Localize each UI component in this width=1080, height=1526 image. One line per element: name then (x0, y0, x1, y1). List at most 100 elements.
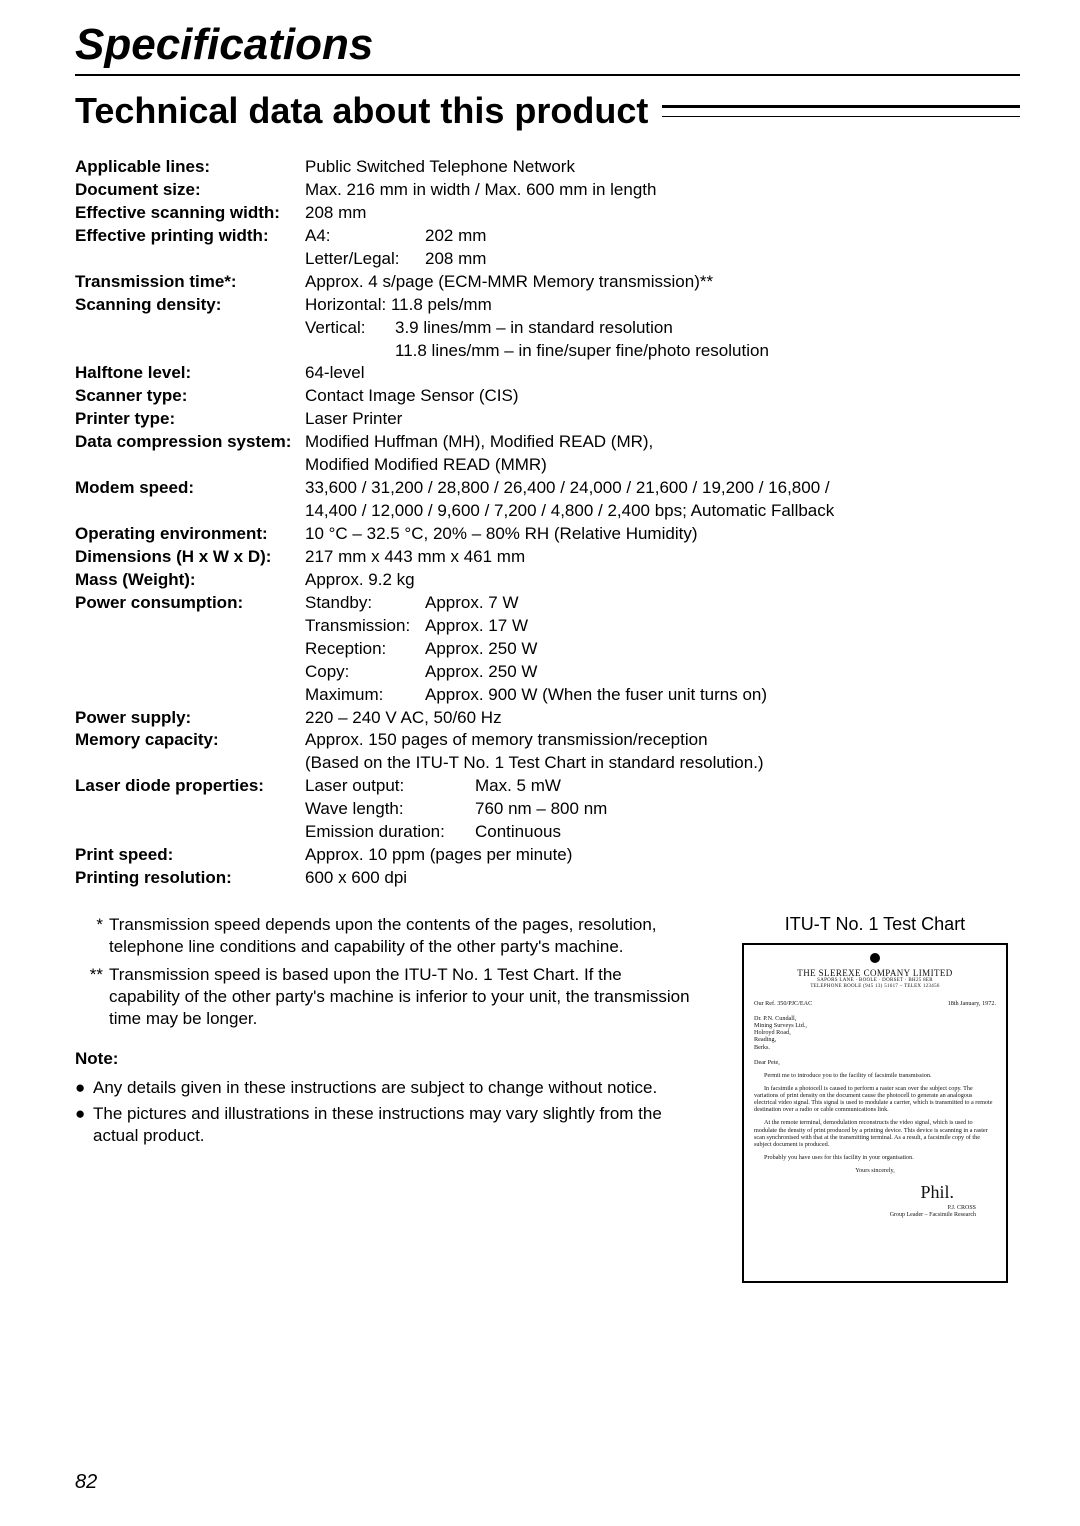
value-compression-2: Modified Modified READ (MMR) (305, 454, 1020, 477)
value-scan-horiz: Horizontal: 11.8 pels/mm (305, 294, 1020, 317)
value-memory-1: Approx. 150 pages of memory transmission… (305, 729, 1020, 752)
value-laser-output: Max. 5 mW (475, 775, 561, 798)
bullet-icon: ● (75, 1103, 93, 1147)
footnote-star-1: * (75, 914, 109, 958)
label-transmission-time: Transmission time*: (75, 271, 305, 294)
dot-icon (870, 953, 880, 963)
label-scanner-type: Scanner type: (75, 385, 305, 408)
label-laser: Laser diode properties: (75, 775, 305, 798)
value-transmission-time: Approx. 4 s/page (ECM-MMR Memory transmi… (305, 271, 1020, 294)
subtitle: Technical data about this product (75, 90, 648, 132)
value-modem-1: 33,600 / 31,200 / 28,800 / 26,400 / 24,0… (305, 477, 1020, 500)
value-print-speed: Approx. 10 ppm (pages per minute) (305, 844, 1020, 867)
chart-p1: Permit me to introduce you to the facili… (754, 1072, 996, 1079)
page-title: Specifications (75, 20, 1020, 70)
chart-company: THE SLEREXE COMPANY LIMITED (754, 968, 996, 978)
specs-table: Applicable lines:Public Switched Telepho… (75, 156, 1020, 890)
value-power-supply: 220 – 240 V AC, 50/60 Hz (305, 707, 1020, 730)
chart-to2: Mining Surveys Ltd., (754, 1022, 996, 1029)
subtitle-wrap: Technical data about this product (75, 90, 1020, 132)
bullet-icon: ● (75, 1077, 93, 1099)
label-letter-legal: Letter/Legal: (305, 248, 425, 271)
page-number: 82 (75, 1471, 97, 1494)
label-maximum: Maximum: (305, 684, 425, 707)
label-reception: Reception: (305, 638, 425, 661)
value-standby: Approx. 7 W (425, 592, 519, 615)
label-printer-type: Printer type: (75, 408, 305, 431)
label-standby: Standby: (305, 592, 425, 615)
test-chart-image: THE SLEREXE COMPANY LIMITED SAPORS LANE … (742, 943, 1008, 1283)
chart-p2: In facsimile a photocell is caused to pe… (754, 1085, 996, 1114)
label-document-size: Document size: (75, 179, 305, 202)
chart-to1: Dr. P.N. Cundall, (754, 1015, 996, 1022)
footnote-2: Transmission speed is based upon the ITU… (109, 964, 694, 1030)
label-power-cons: Power consumption: (75, 592, 305, 615)
chart-to4: Reading, (754, 1036, 996, 1043)
value-a4: 202 mm (425, 225, 486, 248)
label-applicable-lines: Applicable lines: (75, 156, 305, 179)
value-maximum: Approx. 900 W (When the fuser unit turns… (425, 684, 767, 707)
chart-sig-name: P.J. CROSS (947, 1205, 976, 1211)
chart-sig-title: Group Leader – Facsimile Research (890, 1212, 976, 1218)
footnote-star-2: ** (75, 964, 109, 1030)
chart-ref: Our Ref. 350/PJC/EAC (754, 1000, 812, 1007)
label-vertical: Vertical: (305, 317, 395, 340)
value-printer-type: Laser Printer (305, 408, 1020, 431)
value-document-size: Max. 216 mm in width / Max. 600 mm in le… (305, 179, 1020, 202)
chart-to5: Berks. (754, 1044, 996, 1051)
note-bullet-2: The pictures and illustrations in these … (93, 1103, 694, 1147)
label-memory-cap: Memory capacity: (75, 729, 305, 752)
value-applicable-lines: Public Switched Telephone Network (305, 156, 1020, 179)
note-bullet-1: Any details given in these instructions … (93, 1077, 694, 1099)
label-eff-print-width: Effective printing width: (75, 225, 305, 248)
label-transmission: Transmission: (305, 615, 425, 638)
value-modem-2: 14,400 / 12,000 / 9,600 / 7,200 / 4,800 … (305, 500, 1020, 523)
value-dimensions: 217 mm x 443 mm x 461 mm (305, 546, 1020, 569)
label-eff-scan-width: Effective scanning width: (75, 202, 305, 225)
chart-addr2: TELEPHONE BOOLE (945 13) 51617 – TELEX 1… (754, 984, 996, 990)
value-vertical-2: 11.8 lines/mm – in fine/super fine/photo… (395, 340, 769, 363)
chart-signature: Phil. (920, 1182, 954, 1202)
chart-p4: Probably you have uses for this facility… (754, 1154, 996, 1161)
value-letter-legal: 208 mm (425, 248, 486, 271)
label-mass: Mass (Weight): (75, 569, 305, 592)
label-print-res: Printing resolution: (75, 867, 305, 890)
label-emission: Emission duration: (305, 821, 475, 844)
label-wave-length: Wave length: (305, 798, 475, 821)
value-compression-1: Modified Huffman (MH), Modified READ (MR… (305, 431, 1020, 454)
label-laser-output: Laser output: (305, 775, 475, 798)
note-heading: Note: (75, 1048, 694, 1070)
title-rule (75, 74, 1020, 76)
label-dimensions: Dimensions (H x W x D): (75, 546, 305, 569)
value-emission: Continuous (475, 821, 561, 844)
chart-date: 18th January, 1972. (948, 1000, 996, 1007)
value-mass: Approx. 9.2 kg (305, 569, 1020, 592)
label-scanning-density: Scanning density: (75, 294, 305, 317)
label-copy: Copy: (305, 661, 425, 684)
label-modem-speed: Modem speed: (75, 477, 305, 500)
chart-close: Yours sincerely, (754, 1167, 996, 1174)
value-op-env: 10 °C – 32.5 °C, 20% – 80% RH (Relative … (305, 523, 1020, 546)
value-print-res: 600 x 600 dpi (305, 867, 1020, 890)
label-halftone: Halftone level: (75, 362, 305, 385)
footnote-1: Transmission speed depends upon the cont… (109, 914, 694, 958)
label-print-speed: Print speed: (75, 844, 305, 867)
value-eff-scan-width: 208 mm (305, 202, 1020, 225)
value-wave-length: 760 nm – 800 nm (475, 798, 607, 821)
value-memory-2: (Based on the ITU-T No. 1 Test Chart in … (305, 752, 1020, 775)
value-scanner-type: Contact Image Sensor (CIS) (305, 385, 1020, 408)
test-chart-caption: ITU-T No. 1 Test Chart (730, 914, 1020, 935)
value-reception: Approx. 250 W (425, 638, 537, 661)
chart-to3: Holroyd Road, (754, 1029, 996, 1036)
notes-column: *Transmission speed depends upon the con… (75, 914, 694, 1283)
value-vertical-1: 3.9 lines/mm – in standard resolution (395, 317, 673, 340)
label-compression: Data compression system: (75, 431, 305, 454)
value-transmission: Approx. 17 W (425, 615, 528, 638)
chart-salutation: Dear Pete, (754, 1059, 996, 1066)
value-copy: Approx. 250 W (425, 661, 537, 684)
label-power-supply: Power supply: (75, 707, 305, 730)
chart-p3: At the remote terminal, demodulation rec… (754, 1119, 996, 1148)
test-chart-panel: ITU-T No. 1 Test Chart THE SLEREXE COMPA… (730, 914, 1020, 1283)
double-rule (662, 105, 1020, 117)
label-a4: A4: (305, 225, 425, 248)
